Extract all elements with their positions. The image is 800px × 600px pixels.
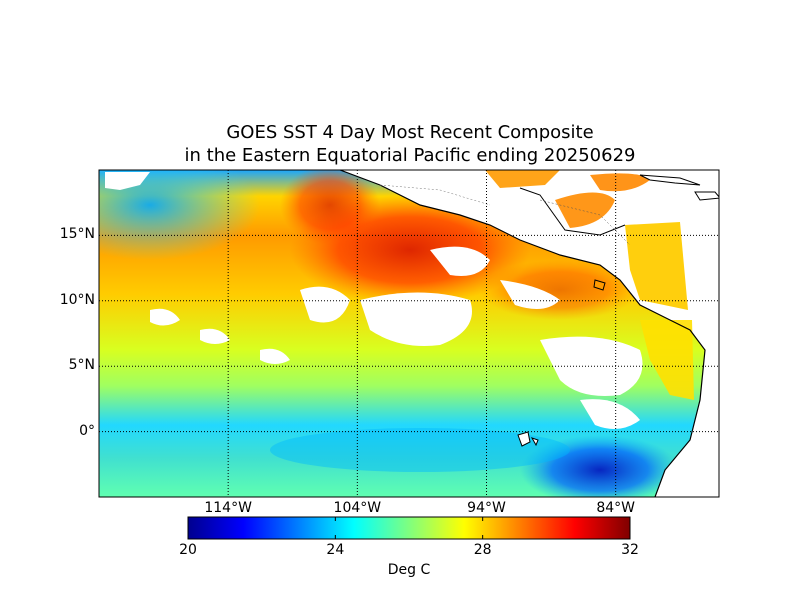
map-title-line2: in the Eastern Equatorial Pacific ending…	[184, 145, 636, 166]
sst-field	[99, 170, 719, 497]
graticule	[99, 170, 719, 497]
colorbar	[187, 516, 631, 540]
lat-tick-label: 15°N	[59, 226, 95, 243]
colorbar-tick-label: 24	[326, 542, 345, 558]
colorbar-tick-label: 20	[179, 542, 197, 558]
lat-tick-label: 0°	[79, 422, 95, 439]
lon-tick-label: 84°W	[596, 500, 635, 516]
lon-tick-label: 114°W	[204, 500, 252, 516]
colorbar-ticks	[187, 517, 631, 539]
map-title-line1: GOES SST 4 Day Most Recent Composite	[226, 122, 594, 143]
lon-tick-label: 94°W	[467, 500, 506, 516]
colorbar-label: Deg C	[387, 562, 431, 578]
lon-tick-label: 104°W	[333, 500, 382, 516]
colorbar-tick-label: 28	[473, 542, 492, 558]
lat-tick-label: 5°N	[68, 357, 95, 374]
map-frame	[98, 169, 720, 498]
colorbar-tick-label: 32	[621, 542, 639, 558]
lat-tick-label: 10°N	[59, 291, 95, 308]
